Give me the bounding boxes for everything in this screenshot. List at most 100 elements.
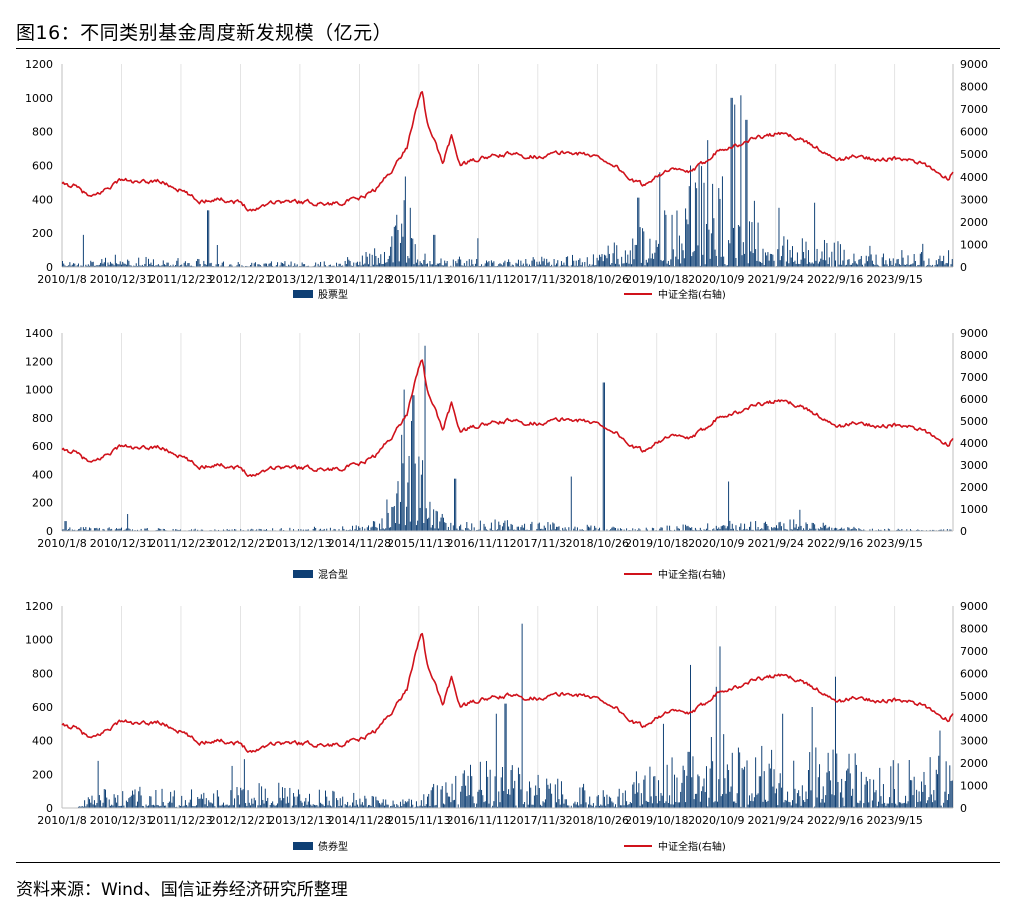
bar <box>803 800 805 808</box>
bar <box>268 263 270 267</box>
bar <box>849 264 851 267</box>
bar <box>320 528 322 531</box>
bar <box>548 261 550 267</box>
bar <box>476 803 478 808</box>
bar <box>766 255 768 267</box>
bar <box>846 770 848 808</box>
bar <box>186 805 188 808</box>
bar <box>768 529 770 531</box>
bar <box>800 259 802 267</box>
x-tick-label: 2011/12/23 <box>149 273 212 286</box>
bar <box>650 258 652 267</box>
index-line <box>61 359 954 477</box>
bar <box>828 526 830 531</box>
bar <box>573 528 575 531</box>
bar <box>718 527 720 531</box>
bar <box>122 261 124 267</box>
bar <box>293 529 295 531</box>
bar <box>149 796 151 808</box>
bar <box>352 802 354 808</box>
bar <box>90 528 92 531</box>
bar <box>946 263 948 267</box>
bar <box>396 804 398 808</box>
bar <box>117 264 119 267</box>
bar <box>819 764 821 808</box>
bar <box>151 805 153 808</box>
bar <box>102 528 104 531</box>
bar <box>740 523 742 531</box>
bar <box>632 528 634 531</box>
bar <box>521 623 523 808</box>
bar <box>557 526 559 531</box>
bar <box>396 214 398 267</box>
bar <box>891 803 893 808</box>
bar <box>465 785 467 808</box>
bar <box>473 803 475 808</box>
bar <box>645 800 647 808</box>
bar <box>710 737 712 808</box>
bar <box>345 529 347 531</box>
bar <box>693 799 695 808</box>
bar <box>323 261 325 267</box>
bar <box>878 801 880 808</box>
bar <box>519 529 521 531</box>
bar <box>720 256 722 267</box>
bar <box>672 249 674 267</box>
bar <box>187 263 189 267</box>
bar <box>756 794 758 808</box>
bar <box>750 521 752 531</box>
bar <box>454 478 456 531</box>
bar <box>913 776 915 808</box>
bar <box>839 528 841 531</box>
bar <box>312 804 314 808</box>
bar <box>349 261 351 267</box>
bar <box>524 523 526 531</box>
bar <box>934 265 936 267</box>
bar <box>487 529 489 531</box>
bar <box>493 801 495 808</box>
bar <box>315 528 317 531</box>
bar <box>836 528 838 531</box>
bar <box>815 260 817 267</box>
bar <box>280 262 282 267</box>
bar <box>423 794 425 808</box>
right-tick-label: 0 <box>960 261 967 274</box>
bar <box>615 527 617 531</box>
bar <box>128 798 130 808</box>
bar <box>361 255 363 267</box>
bar <box>155 790 157 808</box>
bar <box>129 265 131 267</box>
bar <box>92 261 94 267</box>
bar <box>685 208 687 267</box>
bar <box>622 263 624 267</box>
bar <box>860 255 862 267</box>
bar <box>286 796 288 808</box>
bar <box>280 800 282 808</box>
x-tick-label: 2020/10/9 <box>688 537 744 550</box>
bar <box>441 785 443 808</box>
bar <box>874 265 876 267</box>
bar <box>259 265 261 267</box>
bar <box>603 254 605 267</box>
bar <box>875 254 877 267</box>
bar <box>698 776 700 808</box>
bar <box>879 767 881 808</box>
bar <box>626 262 628 267</box>
bar <box>369 804 371 808</box>
bar <box>406 506 408 531</box>
bar <box>129 529 131 531</box>
bar <box>264 529 266 531</box>
x-axis-ticks: 2010/1/8 2010/12/312011/12/232012/12/2120… <box>37 814 923 827</box>
bar <box>238 264 240 267</box>
left-tick-label: 400 <box>32 735 53 748</box>
bar <box>247 790 249 808</box>
bar <box>80 806 82 808</box>
bar <box>135 263 137 267</box>
bar <box>329 264 331 267</box>
bar <box>390 527 392 531</box>
right-tick-label: 2000 <box>960 757 988 770</box>
bar <box>527 804 529 808</box>
bar <box>430 527 432 531</box>
x-tick-label: 2017/11/3 <box>510 814 566 827</box>
bar <box>878 529 880 531</box>
